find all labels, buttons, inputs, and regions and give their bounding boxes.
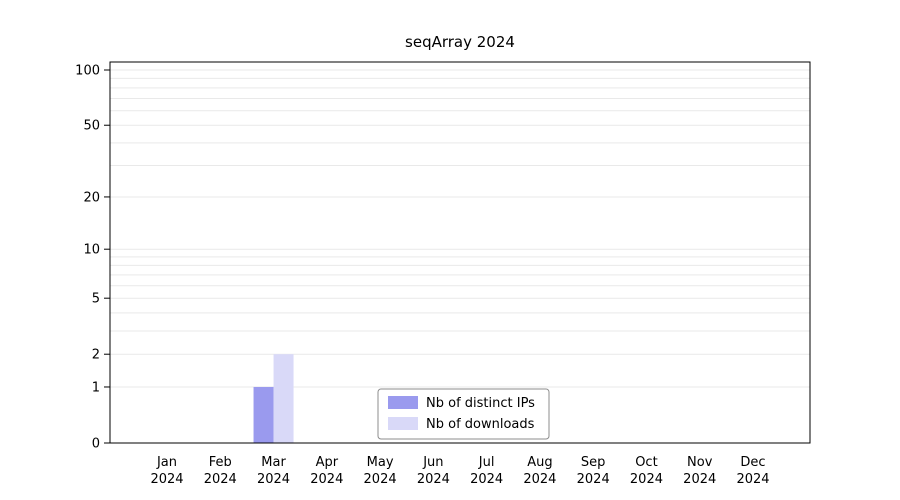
x-year-label: 2024 xyxy=(417,472,450,487)
x-month-label: Sep xyxy=(581,455,606,470)
x-year-label: 2024 xyxy=(736,472,769,487)
y-tick-label: 2 xyxy=(92,348,100,363)
x-year-label: 2024 xyxy=(577,472,610,487)
y-tick-label: 100 xyxy=(75,64,100,79)
legend-box xyxy=(377,388,550,440)
x-month-label: Oct xyxy=(635,455,657,470)
y-tick-label: 5 xyxy=(92,292,100,307)
plot-frame xyxy=(109,61,811,444)
x-month-label: Aug xyxy=(527,455,552,470)
legend-swatch-distinct-ips xyxy=(388,396,418,409)
x-year-label: 2024 xyxy=(470,472,503,487)
y-tick-label: 10 xyxy=(83,243,100,258)
x-month-label: May xyxy=(367,455,394,470)
bar-nb-of-distinct-ips-mar xyxy=(253,386,274,443)
legend-label-distinct-ips: Nb of distinct IPs xyxy=(426,396,535,411)
x-month-label: Jun xyxy=(422,455,443,470)
x-year-label: 2024 xyxy=(683,472,716,487)
x-year-label: 2024 xyxy=(523,472,556,487)
bar-nb-of-downloads-mar xyxy=(273,354,294,443)
x-month-label: Feb xyxy=(209,455,232,470)
x-month-label: Nov xyxy=(687,455,713,470)
x-month-label: Mar xyxy=(261,455,286,470)
x-month-label: Apr xyxy=(316,455,339,470)
axes-layer xyxy=(104,61,811,444)
axis-labels-layer: 0 1 2 5 10 20 50 100 Jan 2024 Feb 2024 Mar 2024 Apr 202… xyxy=(75,64,769,488)
x-year-label: 2024 xyxy=(257,472,290,487)
y-tick-label: 20 xyxy=(83,190,100,205)
x-month-label: Jan xyxy=(156,455,177,470)
x-month-label: Jul xyxy=(478,455,495,470)
x-year-label: 2024 xyxy=(150,472,183,487)
x-month-label: Dec xyxy=(740,455,765,470)
y-tick-label: 50 xyxy=(83,119,100,134)
x-year-label: 2024 xyxy=(630,472,663,487)
x-year-label: 2024 xyxy=(204,472,237,487)
y-tick-label: 0 xyxy=(92,437,100,452)
legend: Nb of distinct IPs Nb of downloads xyxy=(377,388,550,440)
legend-label-downloads: Nb of downloads xyxy=(426,417,535,432)
chart-title: seqArray 2024 xyxy=(405,33,515,51)
bars-layer xyxy=(253,354,294,443)
x-year-label: 2024 xyxy=(310,472,343,487)
legend-swatch-downloads xyxy=(388,417,418,430)
y-tick-label: 1 xyxy=(92,380,100,395)
x-year-label: 2024 xyxy=(364,472,397,487)
gridlines-layer xyxy=(110,69,810,388)
